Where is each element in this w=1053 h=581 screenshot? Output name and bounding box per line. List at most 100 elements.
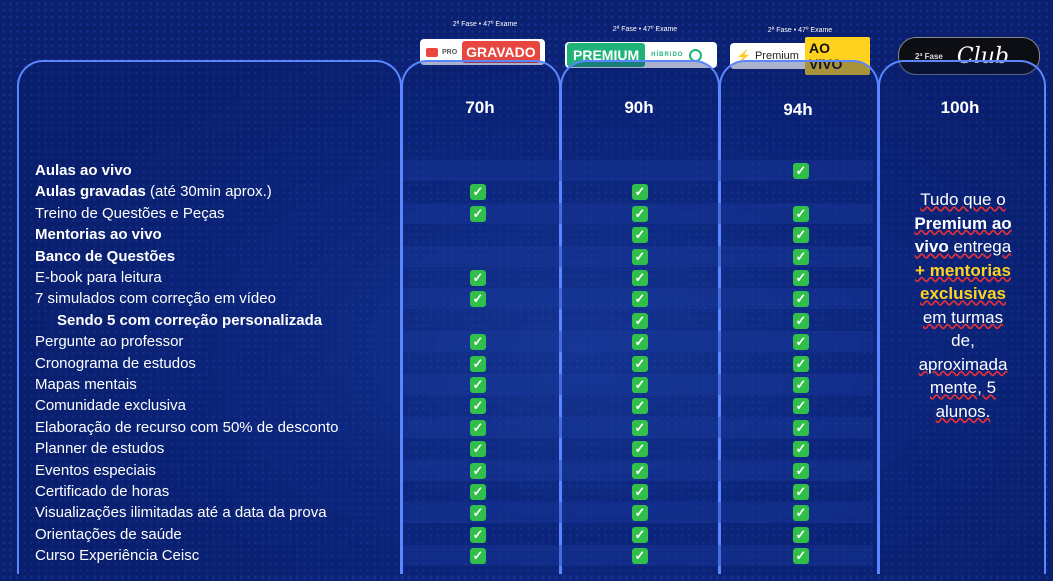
check-icon: ✓ xyxy=(470,291,486,308)
feature-label-text: Planner de estudos xyxy=(35,440,165,458)
check-icon: ✓ xyxy=(470,462,486,479)
feature-label: 7 simulados com correção em vídeo xyxy=(35,288,276,309)
feature-label: E-book para leitura xyxy=(35,267,162,288)
logo-small-text: HÍBRIDO xyxy=(651,52,684,58)
club-line: alunos. xyxy=(935,401,991,421)
check-icon: ✓ xyxy=(470,526,486,543)
feature-label: Aulas gravadas (até 30min aprox.) xyxy=(35,181,272,202)
feature-label-text: Eventos especiais xyxy=(35,461,156,479)
hours-gravado: 70h xyxy=(465,98,495,117)
check-icon: ✓ xyxy=(793,205,809,222)
club-line-highlight: exclusivas xyxy=(919,284,1006,303)
check-icon: ✓ xyxy=(470,484,486,500)
hours-premium: 90h xyxy=(624,98,654,117)
check-icon: ✓ xyxy=(793,291,809,308)
check-icon: ✓ xyxy=(632,419,648,436)
row-stripe xyxy=(403,160,873,181)
check-icon: ✓ xyxy=(632,355,648,372)
check-icon: ✓ xyxy=(632,398,648,415)
feature-label-text: Cronograma de estudos xyxy=(35,354,196,372)
feature-label: Treino de Questões e Peças xyxy=(35,203,225,224)
logo-main-text: Club xyxy=(956,43,1009,69)
check-icon: ✓ xyxy=(793,548,809,565)
check-icon: ✓ xyxy=(793,163,809,179)
logo-main-text: GRAVADO xyxy=(462,41,540,63)
check-icon: ✓ xyxy=(793,248,809,265)
check-icon: ✓ xyxy=(470,548,486,565)
feature-label-text: Mapas mentais xyxy=(35,376,137,393)
check-icon: ✓ xyxy=(793,355,809,372)
check-icon: ✓ xyxy=(632,441,648,458)
plan-badge-gravado: 2ª Fase • 47º Exame xyxy=(452,21,518,28)
feature-label: Planner de estudos xyxy=(35,438,164,459)
logo-aovivo: ⚡ Premium AO VIVO xyxy=(730,37,870,75)
logo-small-text: Premium xyxy=(754,50,799,62)
feature-label: Cronograma de estudos xyxy=(35,353,196,374)
check-icon: ✓ xyxy=(632,526,648,543)
club-description: Tudo que o Premium ao vivo entrega + men… xyxy=(893,188,1033,423)
check-icon: ✓ xyxy=(632,484,648,500)
features-column xyxy=(17,60,402,574)
camera-icon xyxy=(426,47,438,57)
check-icon: ✓ xyxy=(793,377,809,393)
check-icon: ✓ xyxy=(793,312,809,329)
feature-label: Curso Experiência Ceisc xyxy=(35,545,199,566)
check-icon: ✓ xyxy=(632,377,648,393)
feature-label-text: Pergunte ao professor xyxy=(35,333,184,351)
club-line: Tudo que o xyxy=(920,190,1006,209)
feature-label: Aulas ao vivo xyxy=(35,160,132,181)
logo-club: 2ª Fase Club xyxy=(898,37,1040,75)
feature-label: Certificado de horas xyxy=(35,481,169,502)
check-icon: ✓ xyxy=(632,291,648,308)
feature-label: Mentorias ao vivo xyxy=(35,224,162,245)
feature-label-text: 7 simulados com correção em vídeo xyxy=(35,290,276,308)
club-line: entrega xyxy=(948,237,1012,256)
check-icon: ✓ xyxy=(793,441,809,458)
feature-label: Visualizações ilimitadas até a data da p… xyxy=(35,502,327,523)
check-icon: ✓ xyxy=(632,205,648,222)
check-icon: ✓ xyxy=(470,505,486,522)
check-icon: ✓ xyxy=(632,312,648,329)
feature-label: Comunidade exclusiva xyxy=(35,395,186,416)
club-line: vivo xyxy=(914,237,949,256)
feature-label-bold: Sendo 5 com correção personalizada xyxy=(57,311,323,329)
club-line: mente, 5 xyxy=(929,378,997,397)
check-icon: ✓ xyxy=(632,334,648,351)
plan-badge-aovivo: 2ª Fase • 47º Exame xyxy=(767,27,833,34)
check-icon: ✓ xyxy=(470,419,486,436)
feature-label-text: Curso Experiência Ceisc xyxy=(35,547,200,565)
check-icon: ✓ xyxy=(793,462,809,479)
check-icon: ✓ xyxy=(470,355,486,372)
check-icon: ✓ xyxy=(470,377,486,393)
feature-label-text: Certificado de horas xyxy=(35,483,170,500)
logo-premium: PREMIUM HÍBRIDO xyxy=(565,42,717,68)
check-icon: ✓ xyxy=(793,398,809,415)
hours-aovivo: 94h xyxy=(783,100,813,119)
feature-label-bold: Aulas gravadas xyxy=(35,183,146,201)
check-icon: ✓ xyxy=(470,334,486,351)
feature-label-text: E-book para leitura xyxy=(35,269,162,286)
check-icon: ✓ xyxy=(632,548,648,565)
feature-label: Eventos especiais xyxy=(35,460,156,481)
feature-label-text: (até 30min aprox.) xyxy=(145,183,272,201)
logo-small-text: 2ª Fase xyxy=(915,51,943,61)
club-line-highlight: + mentorias xyxy=(915,260,1011,280)
check-icon: ✓ xyxy=(793,419,809,436)
check-icon: ✓ xyxy=(470,184,486,201)
check-icon: ✓ xyxy=(793,526,809,543)
logo-small-text: PRO xyxy=(442,48,458,56)
feature-label: Mapas mentais xyxy=(35,374,137,395)
club-line: aproximada xyxy=(918,354,1008,374)
feature-label: Pergunte ao professor xyxy=(35,331,183,352)
check-icon: ✓ xyxy=(632,462,648,479)
plan-column-club xyxy=(878,60,1046,574)
feature-label-bold: Mentorias ao vivo xyxy=(35,226,162,244)
club-line: de, xyxy=(951,331,975,350)
feature-label-bold: Aulas ao vivo xyxy=(35,162,132,179)
feature-label-bold: Banco de Questões xyxy=(35,247,176,265)
check-icon: ✓ xyxy=(793,334,809,351)
lightning-icon: ⚡ xyxy=(736,49,751,63)
feature-label: Sendo 5 com correção personalizada xyxy=(57,310,322,331)
check-icon: ✓ xyxy=(632,227,648,244)
check-icon: ✓ xyxy=(470,205,486,222)
